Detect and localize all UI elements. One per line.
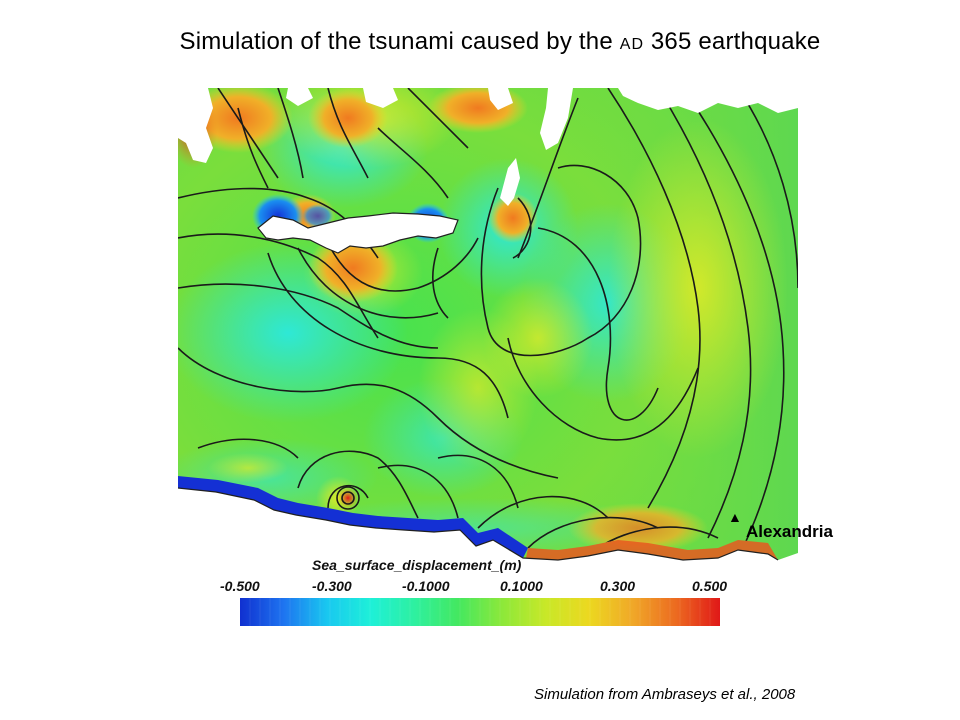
title-part-2: 365 earthquake <box>650 28 821 55</box>
city-label-alexandria: Alexandria <box>746 522 833 541</box>
title-part-1: Simulation of the tsunami caused by the <box>179 28 613 55</box>
colorbar-tick: 0.300 <box>600 578 636 594</box>
colorbar-tick: 0.500 <box>692 578 728 594</box>
colorbar <box>240 598 720 626</box>
colorbar-title: Sea_surface_displacement_(m) <box>312 557 522 573</box>
contour-lines <box>178 88 798 559</box>
colorbar-tick: -0.500 <box>220 578 260 594</box>
title-ad: AD <box>619 36 644 53</box>
anatolia-land <box>618 88 798 113</box>
tsunami-simulation-map <box>178 88 798 628</box>
africa-coast <box>178 488 798 628</box>
rhodes-island <box>540 88 573 150</box>
colorbar-tick: 0.1000 <box>500 578 543 594</box>
dodecanese-island <box>488 88 513 110</box>
credit-note: Simulation from Ambraseys et al., 2008 <box>534 686 796 703</box>
crete-island <box>258 213 458 253</box>
land-masses <box>178 88 798 628</box>
colorbar-tick: -0.1000 <box>402 578 450 594</box>
alexandria-marker-icon: ▲ <box>728 509 742 525</box>
karpathos-island <box>500 158 520 206</box>
shore-outlines <box>178 212 779 561</box>
peloponnese-land <box>178 88 213 163</box>
north-island-1 <box>286 88 313 106</box>
displacement-field <box>178 88 798 628</box>
colorbar-ticks: -0.500 -0.300 -0.1000 0.1000 0.300 0.500 <box>220 578 750 598</box>
colorbar-tick: -0.300 <box>312 578 352 594</box>
slide-title: Simulation of the tsunami caused by the … <box>0 28 960 56</box>
colorbar-gradient <box>240 598 720 626</box>
coastal-fringe <box>178 476 778 560</box>
north-island-2 <box>363 88 398 108</box>
